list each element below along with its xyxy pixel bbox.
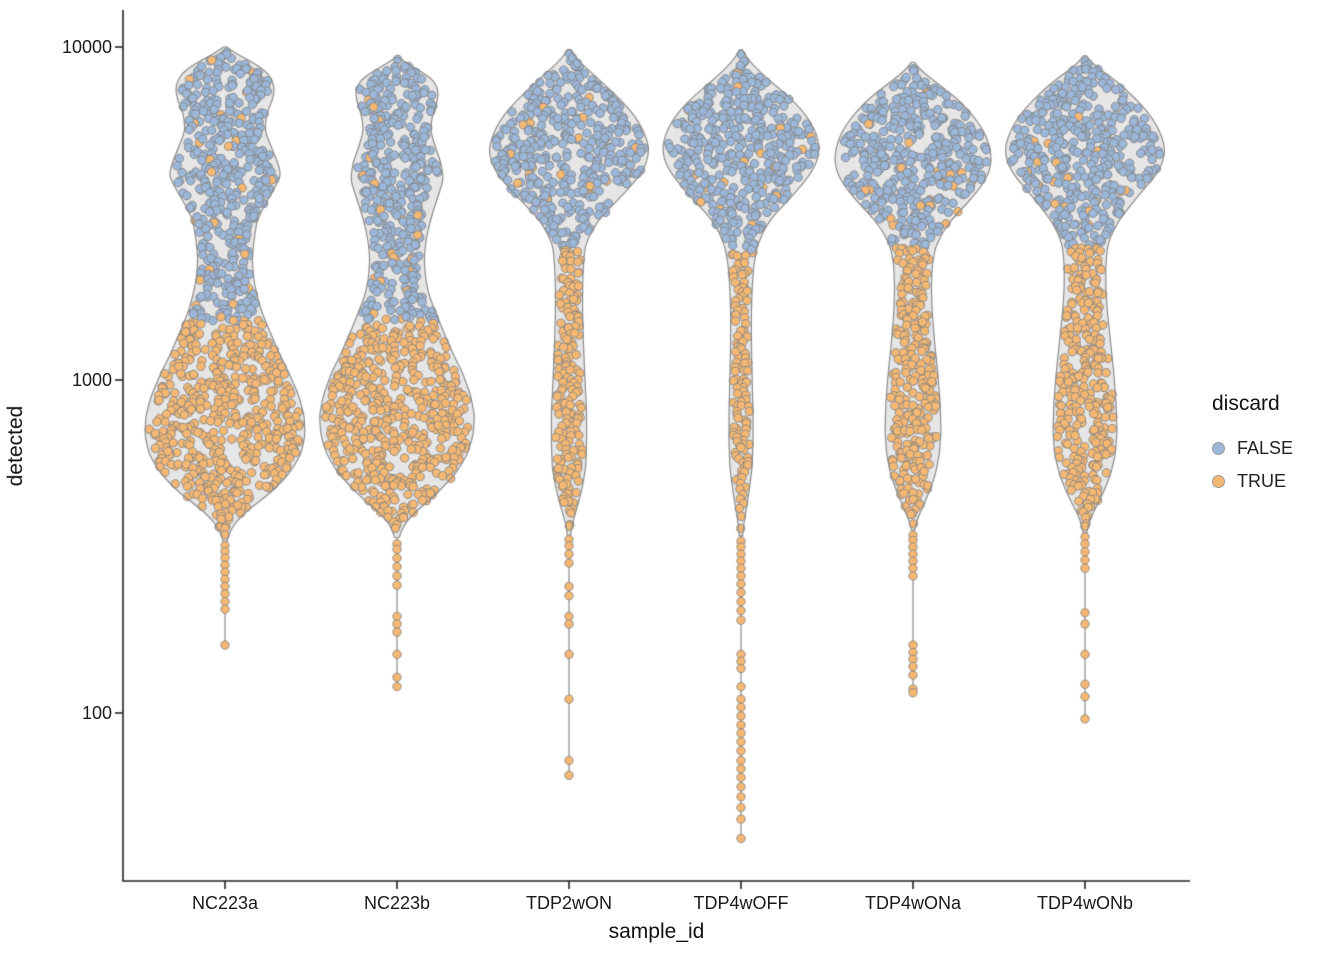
legend-title: discard (1212, 392, 1280, 415)
x-tick-label: NC223b (363, 893, 431, 913)
x-tick-label: TDP2wON (525, 893, 612, 913)
legend: discard FALSE TRUE (1212, 392, 1293, 498)
x-tick-label: TDP4wONa (864, 893, 962, 913)
y-tick-label: 10000 (61, 37, 112, 57)
x-tick-label: TDP4wONb (1036, 893, 1134, 913)
legend-swatch-false-icon (1212, 442, 1225, 455)
legend-swatch-true-icon (1212, 475, 1225, 488)
legend-entry-false: FALSE (1212, 432, 1293, 465)
legend-entry-true: TRUE (1212, 465, 1293, 498)
legend-label-true: TRUE (1237, 471, 1286, 491)
x-tick-label: NC223a (191, 893, 259, 913)
y-tick-label: 100 (81, 703, 112, 723)
x-tick-label: TDP4wOFF (693, 893, 789, 913)
y-tick-label: 1000 (71, 370, 112, 390)
y-axis-title: detected (4, 405, 28, 487)
legend-label-false: FALSE (1237, 438, 1294, 458)
x-axis-title: sample_id (608, 920, 705, 943)
